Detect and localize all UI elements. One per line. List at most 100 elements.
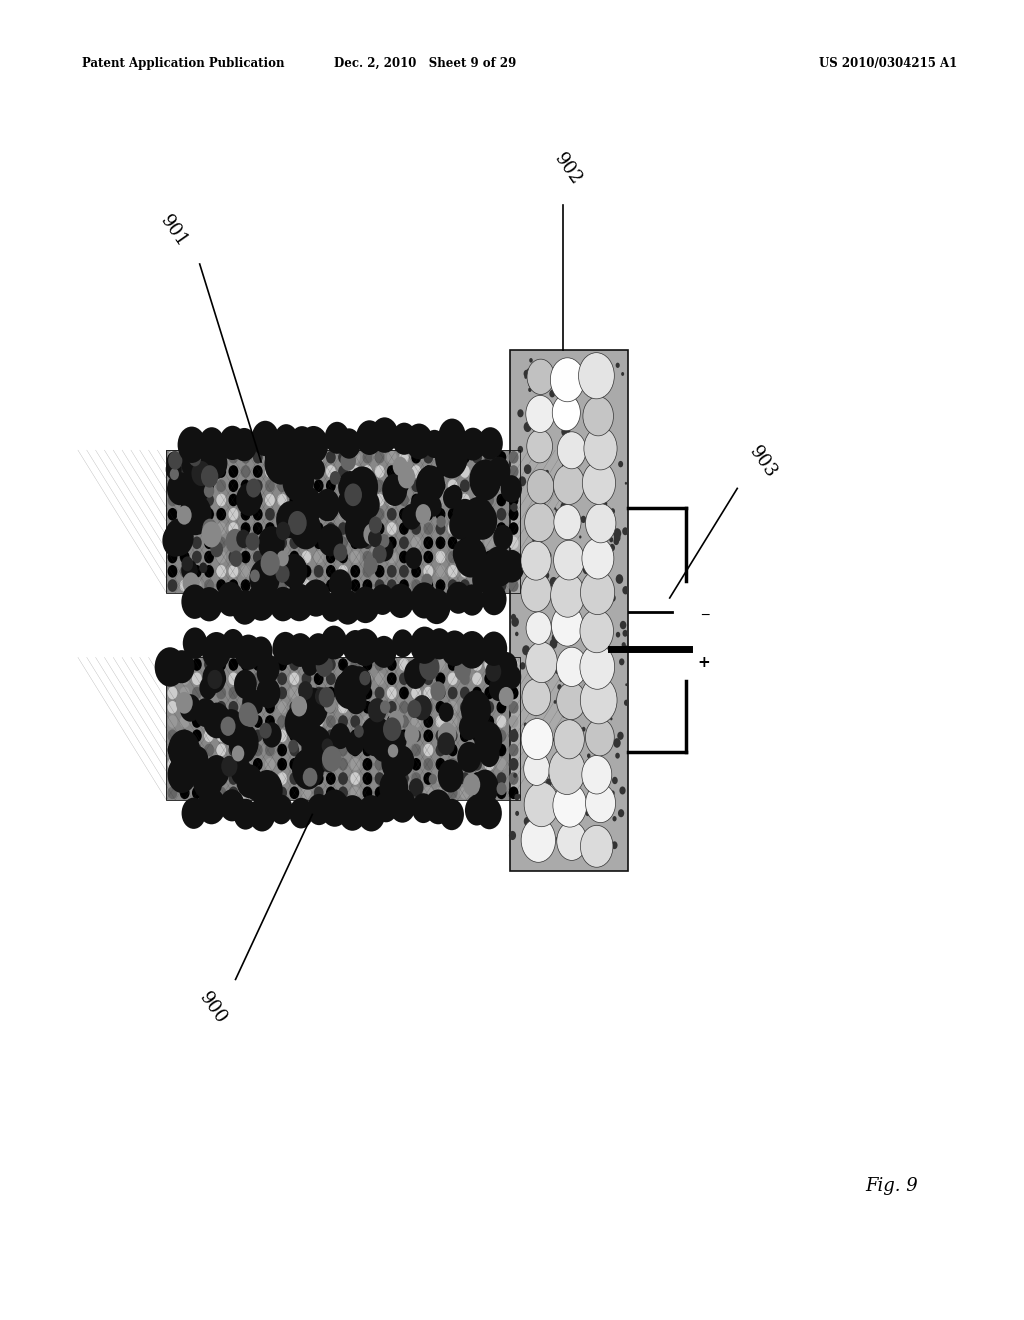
Circle shape (375, 494, 384, 507)
Circle shape (278, 494, 287, 507)
Circle shape (484, 550, 495, 564)
Circle shape (241, 659, 251, 671)
Circle shape (241, 715, 251, 727)
Circle shape (203, 702, 230, 738)
Circle shape (582, 537, 613, 579)
Circle shape (338, 451, 348, 463)
Circle shape (290, 686, 299, 700)
Circle shape (534, 516, 538, 521)
Circle shape (302, 508, 311, 520)
Circle shape (513, 729, 516, 733)
Circle shape (241, 494, 251, 507)
Circle shape (228, 536, 239, 549)
Circle shape (265, 479, 274, 492)
Circle shape (435, 465, 445, 478)
Circle shape (285, 704, 315, 743)
Circle shape (180, 565, 189, 578)
Circle shape (447, 659, 458, 671)
Circle shape (315, 688, 329, 705)
Circle shape (278, 536, 287, 549)
Circle shape (610, 791, 614, 796)
Circle shape (609, 544, 615, 552)
Circle shape (419, 655, 439, 680)
Circle shape (412, 494, 421, 507)
Circle shape (399, 536, 409, 549)
Circle shape (350, 479, 360, 492)
Circle shape (423, 730, 433, 742)
Circle shape (484, 659, 495, 671)
Circle shape (570, 657, 578, 665)
Circle shape (216, 494, 226, 507)
Circle shape (290, 426, 314, 458)
Circle shape (412, 787, 421, 799)
Circle shape (562, 711, 567, 718)
Circle shape (545, 734, 548, 739)
Circle shape (278, 686, 287, 700)
Circle shape (168, 494, 177, 507)
Circle shape (259, 723, 271, 739)
Circle shape (228, 659, 239, 671)
Circle shape (527, 470, 554, 504)
Circle shape (375, 758, 384, 771)
Circle shape (623, 527, 629, 535)
Text: 903: 903 (745, 442, 780, 482)
Circle shape (250, 569, 260, 582)
Circle shape (253, 536, 263, 549)
Circle shape (460, 494, 470, 507)
Circle shape (528, 380, 534, 388)
Circle shape (615, 574, 624, 583)
Circle shape (216, 743, 226, 756)
Circle shape (334, 671, 365, 709)
Circle shape (534, 599, 540, 606)
Circle shape (556, 837, 560, 841)
Circle shape (330, 723, 350, 750)
Circle shape (216, 715, 226, 727)
Circle shape (460, 565, 470, 578)
Circle shape (188, 450, 201, 466)
Circle shape (484, 565, 495, 578)
Circle shape (590, 465, 596, 473)
Circle shape (326, 523, 336, 535)
Circle shape (501, 475, 522, 503)
Circle shape (375, 465, 384, 478)
Circle shape (517, 795, 521, 799)
Circle shape (204, 508, 214, 520)
Circle shape (387, 465, 396, 478)
Circle shape (484, 715, 495, 727)
Circle shape (326, 465, 336, 478)
Circle shape (472, 568, 492, 593)
Circle shape (253, 494, 263, 507)
Circle shape (537, 685, 539, 688)
Circle shape (298, 681, 312, 700)
Circle shape (275, 565, 290, 583)
Circle shape (412, 701, 421, 714)
Circle shape (581, 570, 614, 615)
Circle shape (338, 508, 348, 520)
Circle shape (416, 696, 431, 715)
Circle shape (350, 772, 360, 785)
Circle shape (455, 659, 471, 681)
Circle shape (600, 372, 606, 380)
Circle shape (559, 554, 566, 564)
Circle shape (604, 725, 607, 729)
Circle shape (423, 565, 433, 578)
Circle shape (517, 446, 523, 453)
Circle shape (447, 508, 458, 520)
Circle shape (472, 730, 482, 742)
Circle shape (393, 457, 408, 477)
Circle shape (438, 702, 454, 722)
Circle shape (362, 494, 373, 507)
Circle shape (424, 430, 445, 458)
Circle shape (191, 523, 202, 535)
Circle shape (180, 772, 189, 785)
Circle shape (270, 457, 292, 484)
Circle shape (278, 672, 287, 685)
Circle shape (180, 479, 189, 492)
Circle shape (497, 701, 506, 714)
Circle shape (241, 686, 251, 700)
Circle shape (191, 479, 202, 492)
Circle shape (246, 479, 261, 498)
Circle shape (177, 426, 206, 463)
Circle shape (412, 451, 421, 463)
Circle shape (532, 780, 540, 789)
